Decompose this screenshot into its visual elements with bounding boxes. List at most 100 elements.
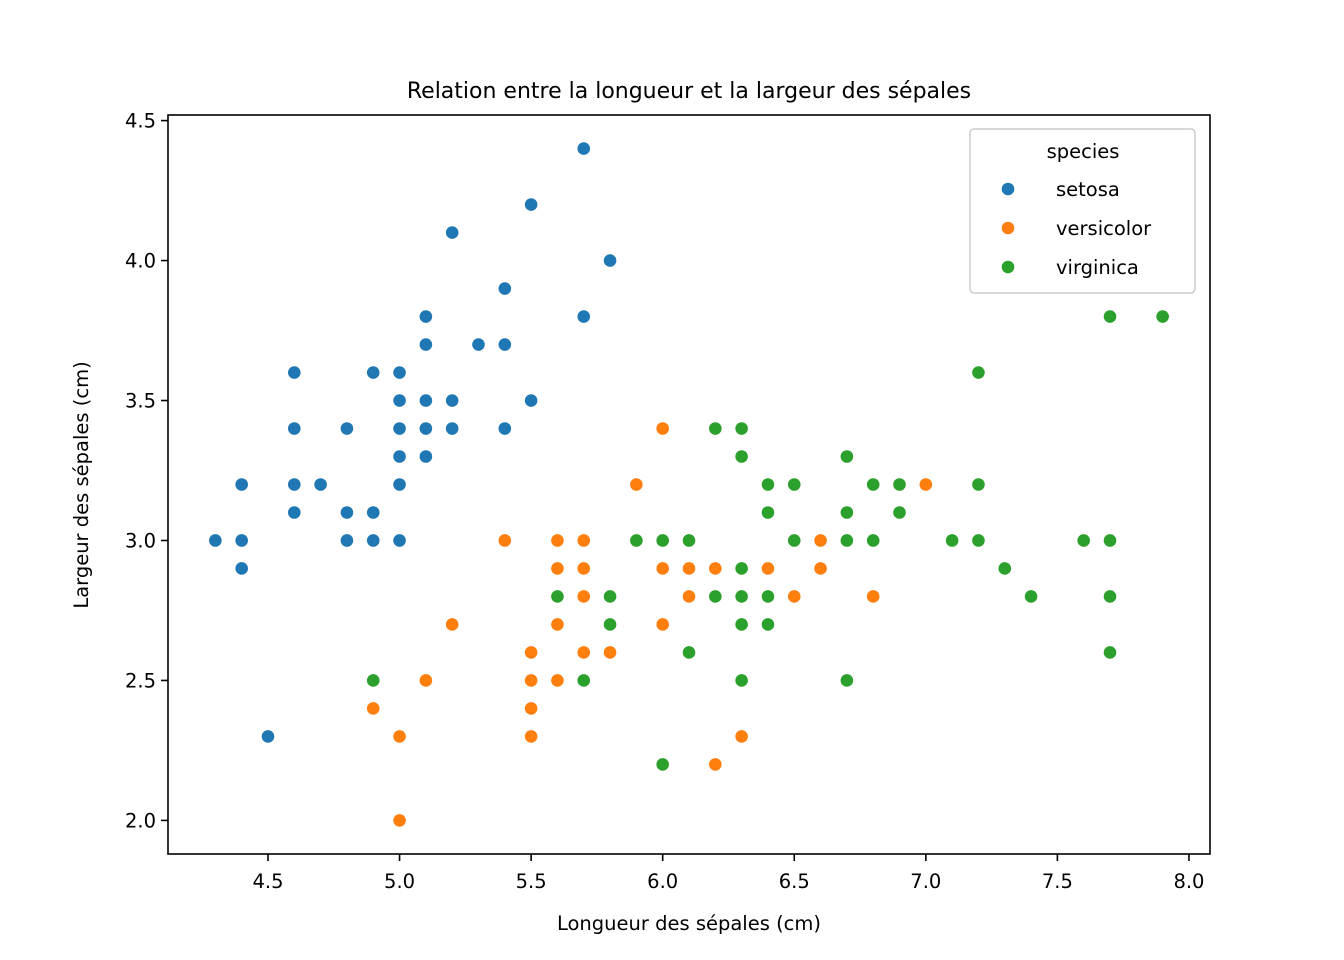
data-point-setosa	[523, 197, 539, 212]
data-point-setosa	[392, 533, 407, 548]
data-point-virginica	[681, 645, 697, 660]
data-point-setosa	[365, 365, 381, 380]
data-point-versicolor	[865, 589, 881, 604]
data-point-virginica	[1076, 533, 1091, 548]
data-point-setosa	[234, 533, 249, 548]
x-tick-label: 7.5	[1042, 870, 1073, 893]
data-point-virginica	[786, 477, 802, 492]
data-point-versicolor	[523, 645, 539, 660]
data-point-versicolor	[497, 533, 513, 548]
x-axis: 4.5 5.0 5.5 6.0 6.5 7.0 7.5 8.0	[252, 854, 1204, 893]
data-point-versicolor	[681, 561, 697, 576]
x-tick-label: 8.0	[1173, 870, 1204, 893]
data-point-setosa	[234, 477, 249, 492]
data-point-versicolor	[786, 589, 802, 604]
y-tick-label: 4.5	[125, 110, 156, 133]
data-point-virginica	[760, 617, 776, 632]
data-point-setosa	[392, 421, 407, 436]
data-point-virginica	[997, 561, 1013, 576]
data-point-virginica	[734, 673, 749, 688]
data-point-virginica	[971, 533, 986, 548]
data-point-versicolor	[392, 729, 407, 744]
data-point-virginica	[602, 589, 618, 604]
data-point-setosa	[497, 421, 513, 436]
data-point-setosa	[576, 309, 592, 324]
data-point-versicolor	[655, 617, 670, 632]
data-point-virginica	[734, 421, 749, 436]
data-point-virginica	[760, 505, 776, 520]
data-point-virginica	[839, 449, 855, 464]
data-point-setosa	[260, 729, 276, 744]
data-point-virginica	[944, 533, 960, 548]
data-point-virginica	[1102, 309, 1118, 324]
data-point-virginica	[576, 673, 592, 688]
data-point-setosa	[444, 225, 460, 240]
data-point-virginica	[550, 589, 565, 604]
data-point-setosa	[418, 309, 434, 324]
data-point-versicolor	[734, 729, 749, 744]
data-point-versicolor	[550, 533, 565, 548]
data-point-setosa	[287, 365, 302, 380]
x-tick-label: 4.5	[252, 870, 283, 893]
data-point-virginica	[839, 673, 855, 688]
data-point-virginica	[892, 505, 907, 520]
data-point-virginica	[1155, 309, 1170, 324]
data-point-virginica	[655, 757, 670, 772]
data-point-virginica	[839, 505, 855, 520]
data-point-setosa	[471, 337, 486, 352]
data-point-setosa	[523, 393, 539, 408]
data-point-virginica	[760, 589, 776, 604]
x-tick-label: 5.5	[516, 870, 547, 893]
x-tick-label: 5.0	[384, 870, 415, 893]
data-point-versicolor	[813, 561, 828, 576]
data-point-virginica	[681, 533, 697, 548]
data-point-versicolor	[523, 673, 539, 688]
data-point-versicolor	[365, 701, 381, 716]
legend-label-virginica: virginica	[1056, 256, 1139, 279]
data-point-setosa	[444, 393, 460, 408]
legend-marker-setosa	[1000, 181, 1016, 197]
data-point-virginica	[865, 533, 881, 548]
data-point-setosa	[392, 393, 407, 408]
data-point-setosa	[418, 421, 434, 436]
data-point-setosa	[497, 281, 513, 296]
data-point-setosa	[418, 337, 434, 352]
y-tick-label: 2.0	[125, 809, 156, 832]
data-point-virginica	[1102, 589, 1118, 604]
legend-label-setosa: setosa	[1056, 178, 1120, 201]
data-point-setosa	[313, 477, 328, 492]
x-tick-label: 6.0	[647, 870, 678, 893]
data-point-virginica	[865, 477, 881, 492]
data-point-virginica	[839, 533, 855, 548]
data-point-versicolor	[550, 673, 565, 688]
y-tick-label: 3.0	[125, 529, 156, 552]
series-setosa	[208, 141, 618, 744]
y-tick-label: 3.5	[125, 390, 156, 413]
data-point-setosa	[287, 505, 302, 520]
data-point-versicolor	[576, 645, 592, 660]
x-tick-label: 6.5	[779, 870, 810, 893]
data-point-versicolor	[629, 477, 644, 492]
chart-title: Relation entre la longueur et la largeur…	[407, 79, 971, 104]
data-point-versicolor	[708, 757, 723, 772]
data-point-setosa	[365, 505, 381, 520]
data-point-versicolor	[918, 477, 934, 492]
data-point-virginica	[734, 617, 749, 632]
data-point-versicolor	[392, 813, 407, 828]
data-point-setosa	[208, 533, 223, 548]
data-point-virginica	[655, 533, 670, 548]
data-point-setosa	[339, 421, 355, 436]
plot-area	[208, 141, 1170, 828]
data-point-versicolor	[576, 561, 592, 576]
data-point-virginica	[708, 589, 723, 604]
data-point-versicolor	[523, 701, 539, 716]
data-point-versicolor	[576, 533, 592, 548]
legend-marker-versicolor	[1000, 220, 1016, 236]
y-tick-label: 4.0	[125, 250, 156, 273]
data-point-setosa	[418, 449, 434, 464]
data-point-virginica	[734, 449, 749, 464]
data-point-versicolor	[576, 589, 592, 604]
data-point-virginica	[892, 477, 907, 492]
x-axis-label: Longueur des sépales (cm)	[557, 912, 821, 935]
